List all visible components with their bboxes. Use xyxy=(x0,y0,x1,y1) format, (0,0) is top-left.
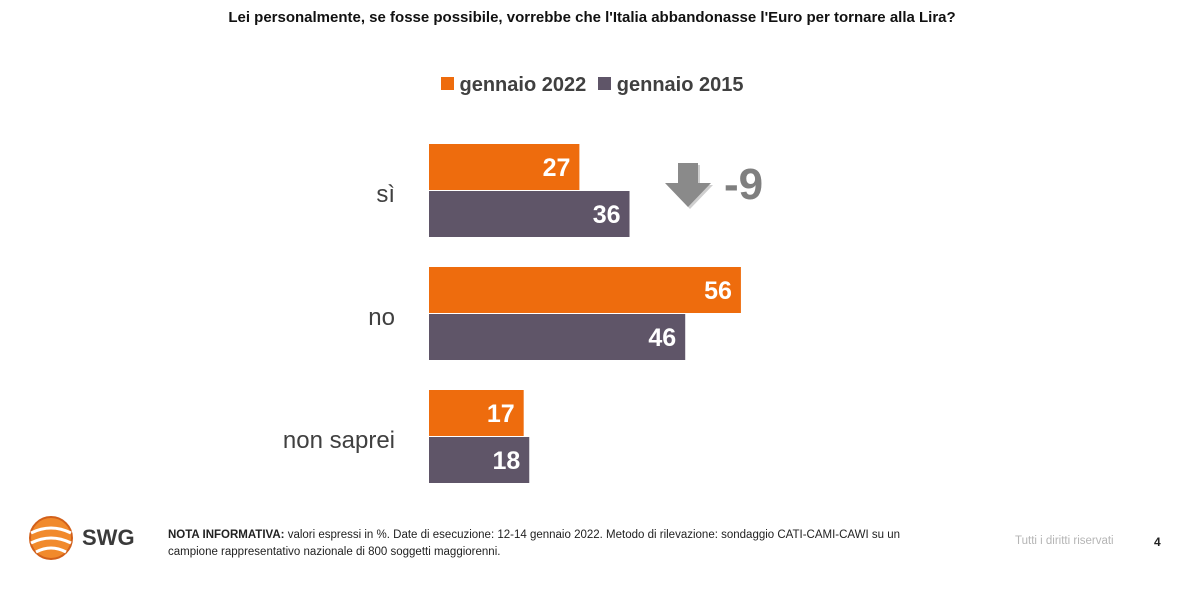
data-label: 27 xyxy=(543,154,571,182)
category-label: non saprei xyxy=(283,427,395,454)
legend-swatch-2015 xyxy=(597,77,611,90)
data-label: 18 xyxy=(492,447,520,475)
methodology-note: NOTA INFORMATIVA: valori espressi in %. … xyxy=(168,527,928,561)
rights-text: Tutti i diritti riservati xyxy=(1015,535,1114,547)
chart-title: Lei personalmente, se fosse possibile, v… xyxy=(228,9,956,26)
category-label: no xyxy=(368,304,395,331)
data-label: 17 xyxy=(487,400,515,428)
logo-text: SWG xyxy=(82,525,135,550)
data-label: 46 xyxy=(648,324,676,352)
legend: gennaio 2022 gennaio 2015 xyxy=(0,74,1184,97)
page-number: 4 xyxy=(1154,535,1161,549)
legend-label-2015: gennaio 2015 xyxy=(616,74,744,96)
legend-label-2022: gennaio 2022 xyxy=(459,74,587,96)
bar-chart: sì 27 36 no 56 46 non saprei 17 18 xyxy=(283,144,741,483)
bar xyxy=(429,314,686,360)
bar xyxy=(429,191,630,237)
change-value: -9 xyxy=(724,160,764,209)
data-label: 36 xyxy=(593,201,621,229)
note-text: valori espressi in %. Date di esecuzione… xyxy=(168,529,901,558)
swg-logo: SWG xyxy=(28,515,135,561)
category-label: sì xyxy=(376,181,395,208)
legend-item-2015: gennaio 2015 xyxy=(597,74,744,97)
data-label: 56 xyxy=(704,277,732,305)
legend-item-2022: gennaio 2022 xyxy=(440,74,587,97)
bar xyxy=(429,437,530,483)
change-annotation: -9 xyxy=(662,160,763,210)
legend-swatch-2022 xyxy=(440,77,454,90)
arrow-down-icon xyxy=(665,163,713,209)
note-label: NOTA INFORMATIVA: xyxy=(168,529,285,541)
swg-globe-icon xyxy=(29,516,73,560)
bar xyxy=(429,267,741,313)
bar xyxy=(429,390,524,436)
bar xyxy=(429,144,580,190)
